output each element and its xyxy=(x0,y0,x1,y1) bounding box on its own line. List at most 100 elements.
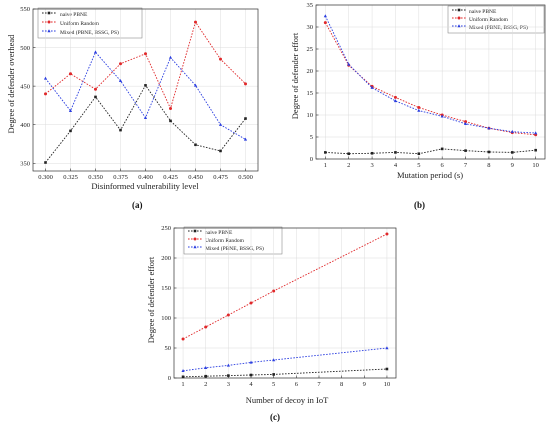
chart-b-ytick-label-1: 5 xyxy=(310,134,313,141)
chart-b-series-mixed-point-1 xyxy=(347,62,351,66)
chart-c-series-mixed-line xyxy=(183,347,387,372)
chart-b-series-uniform-point-6 xyxy=(464,120,468,124)
chart-a-series-mixed-point-7 xyxy=(218,122,223,126)
chart-b-series-mixed-point-6 xyxy=(463,122,468,125)
chart-c-xtick-label-2: 3 xyxy=(227,381,230,388)
chart-a-series-uniform-point-7 xyxy=(219,57,222,61)
chart-c-ytick-label-3: 150 xyxy=(161,285,171,292)
chart-a-ytick-label-4: 550 xyxy=(20,6,30,13)
chart-b-ytick-label-4: 20 xyxy=(307,68,314,75)
chart-c-xtick-label-1: 2 xyxy=(204,381,207,388)
chart-b-series-naive-point-3 xyxy=(394,151,397,154)
chart-c-series-naive-point-2 xyxy=(227,374,230,377)
chart-b-series-naive-point-5 xyxy=(440,147,444,151)
chart-c-series-naive-point-0 xyxy=(181,375,185,379)
legend-c-uniform-label: Uniform Random xyxy=(205,237,245,244)
chart-c-series-mixed-point-5 xyxy=(385,346,389,350)
chart-a-series-naive-point-6 xyxy=(194,143,197,147)
chart-a-series-uniform-point-6 xyxy=(194,20,197,24)
legend-a-uniform-label: Uniform Random xyxy=(60,20,100,27)
chart-a-series-uniform-point-8 xyxy=(244,82,247,86)
legend-c-mixed-label: Mixed (PBNE, BSSG, PS) xyxy=(205,245,264,252)
chart-c-series-mixed-point-0 xyxy=(181,369,185,372)
chart-c-series-naive-point-5 xyxy=(385,367,389,371)
legend-c-mixed-marker xyxy=(193,245,197,249)
chart-c-series-uniform-point-0 xyxy=(181,337,185,341)
chart-a-xlabel: Disinformed vulnerability level xyxy=(91,181,199,191)
chart-b: Mutation period (s) Degree of defender e… xyxy=(290,5,545,210)
chart-c-xtick-label-5: 6 xyxy=(295,381,299,388)
chart-b-series-naive-point-4 xyxy=(417,152,421,156)
chart-a-xtick-label-2: 0.350 xyxy=(88,174,103,181)
legend-c-mixed-marker-group xyxy=(193,245,197,249)
chart-c-series-mixed-point-3 xyxy=(249,360,253,364)
chart-a-plot: 0.300 0.325 0.350 0.375 0.400 0.425 0.450 0.475… xyxy=(20,6,259,181)
chart-a-series-mixed-point-3 xyxy=(118,78,123,82)
chart-a-series-naive-point-8 xyxy=(244,117,247,120)
chart-a-series-naive-point-1 xyxy=(69,129,72,133)
chart-b-xtick-label-2: 3 xyxy=(370,162,373,169)
chart-b-xtick-label-8: 9 xyxy=(511,162,514,169)
chart-b-series-mixed-point-4 xyxy=(417,108,421,112)
legend-a-naive-marker-group xyxy=(47,11,51,15)
chart-a-series-mixed-point-8 xyxy=(243,137,248,141)
chart-b-series-uniform-point-3 xyxy=(393,95,397,99)
chart-b-series-uniform-point-4 xyxy=(417,106,421,110)
chart-c-xtick-label-8: 9 xyxy=(363,381,366,388)
chart-b-plot: 1 2 3 4 5 6 7 8 9 10 0 5 10 15 20 25 30 35 xyxy=(307,2,546,169)
chart-b-series-mixed-point-9 xyxy=(534,131,538,135)
chart-a-series-uniform-point-4 xyxy=(144,52,147,56)
legend-b-naive-marker xyxy=(457,8,461,12)
chart-a-series-naive-point-2 xyxy=(94,95,97,99)
legend-c-uniform-marker xyxy=(193,237,197,241)
chart-b-series-mixed-point-3 xyxy=(393,99,398,103)
legend-b-mixed-label: Mixed (PBNE, BSSG, PS) xyxy=(469,24,528,31)
chart-a-ytick-label-1: 400 xyxy=(20,122,30,129)
chart-b-series-uniform-point-0 xyxy=(323,21,327,25)
chart-b-xtick-label-7: 8 xyxy=(487,162,490,169)
chart-c-series-naive-point-3 xyxy=(249,373,253,377)
chart-c-xtick-label-4: 5 xyxy=(272,381,275,388)
chart-a-series-naive-point-4 xyxy=(144,84,147,87)
chart-c: Number of decoy in IoT Degree of defende… xyxy=(146,226,329,422)
chart-a-series-naive-point-5 xyxy=(169,119,172,123)
chart-b-ytick-label-6: 30 xyxy=(307,24,314,31)
chart-a-series-mixed-point-2 xyxy=(93,50,98,54)
chart-b-xtick-label-3: 4 xyxy=(394,162,398,169)
chart-a-series-uniform-point-3 xyxy=(119,62,122,66)
chart-b-frame xyxy=(315,4,546,160)
chart-a-series-mixed-point-4 xyxy=(143,115,148,119)
caption-b: (b) xyxy=(414,200,425,210)
chart-a-xtick-label-0: 0.300 xyxy=(38,174,53,181)
chart-c-series-uniform-line xyxy=(182,233,388,340)
chart-c-ytick-label-0: 0 xyxy=(168,375,171,382)
chart-b-series-naive-line xyxy=(325,148,536,155)
caption-c: (c) xyxy=(270,412,280,422)
chart-a-series-naive-point-7 xyxy=(219,149,222,153)
chart-c-ytick-label-2: 100 xyxy=(161,315,171,322)
legend-a-naive-label: naive PBNE xyxy=(60,12,88,18)
chart-b-ytick-label-3: 15 xyxy=(307,90,314,97)
chart-b-series-uniform-line xyxy=(324,22,536,136)
chart-a-series-mixed-point-1 xyxy=(68,109,73,113)
chart-b-xtick-label-0: 1 xyxy=(324,162,327,169)
chart-c-series-uniform-point-1 xyxy=(204,325,208,329)
chart-c-series-naive-point-1 xyxy=(204,374,208,378)
chart-a-xtick-label-6: 0.450 xyxy=(188,174,203,181)
legend-c-naive-marker xyxy=(193,229,197,233)
chart-c-xtick-label-0: 1 xyxy=(181,381,184,388)
chart-c-xlabel: Number of decoy in IoT xyxy=(246,395,329,405)
chart-c-xtick-label-7: 8 xyxy=(340,381,343,388)
chart-c-ytick-label-4: 200 xyxy=(161,255,171,262)
chart-b-series-mixed-point-7 xyxy=(487,126,491,130)
legend-b-uniform-marker xyxy=(457,16,461,20)
caption-a: (a) xyxy=(132,200,143,210)
chart-b-xlabel: Mutation period (s) xyxy=(397,170,463,180)
legend-a-uniform-marker-group xyxy=(47,20,51,24)
chart-b-xtick-label-4: 5 xyxy=(417,162,420,169)
chart-b-series-naive-point-9 xyxy=(534,148,537,152)
chart-b-series-naive-point-8 xyxy=(510,151,514,154)
chart-c-xtick-label-9: 10 xyxy=(384,381,391,388)
